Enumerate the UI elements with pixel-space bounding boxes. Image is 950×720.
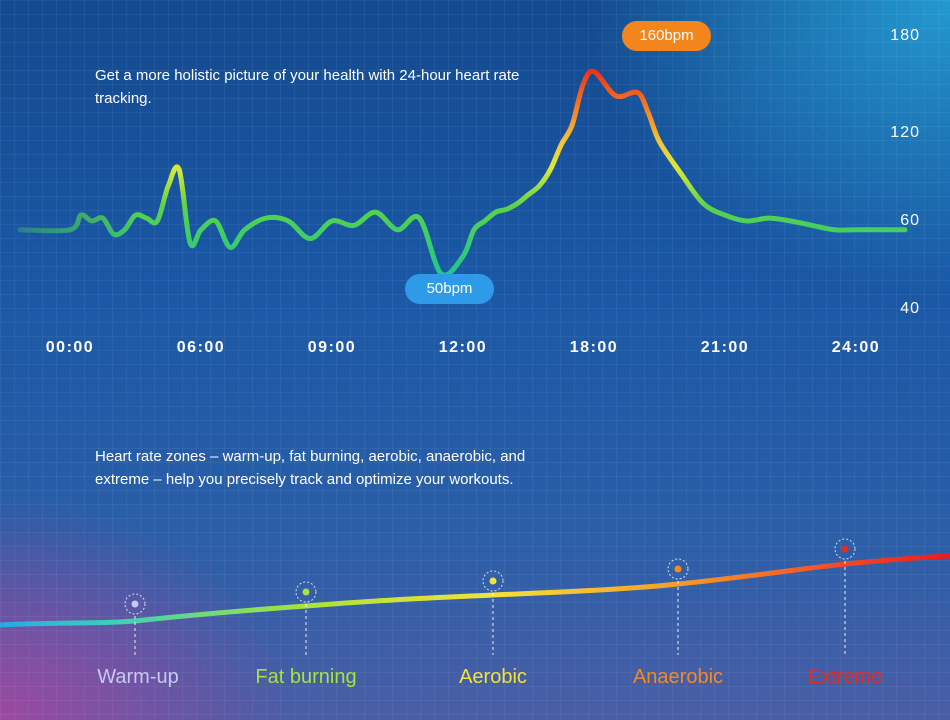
zones-text: Heart rate zones – warm-up, fat burning,… xyxy=(95,448,526,488)
zone-label-fat-burning: Fat burning xyxy=(255,666,357,688)
x-tick-label: 00:00 xyxy=(45,339,95,356)
x-tick-label: 21:00 xyxy=(700,339,750,356)
x-tick-label: 18:00 xyxy=(569,339,619,356)
zone-marker-ring-extreme xyxy=(834,538,856,560)
y-tick-label: 120 xyxy=(890,124,920,141)
heart-rate-series-line xyxy=(17,68,908,278)
zone-marker-ring-fat-burning xyxy=(295,581,317,603)
zone-label-extreme: Extreme xyxy=(807,666,883,688)
y-tick-label: 180 xyxy=(890,27,920,44)
zone-marker-ring-anaerobic xyxy=(667,558,689,580)
zone-marker-dot-aerobic xyxy=(489,577,497,585)
zone-marker-dot-extreme xyxy=(841,545,849,553)
zone-marker-ring-warm-up xyxy=(124,593,146,615)
zone-marker-dot-anaerobic xyxy=(674,565,682,573)
zone-curve xyxy=(0,553,950,628)
x-tick-label: 09:00 xyxy=(307,339,357,356)
zone-marker-ring-aerobic xyxy=(482,570,504,592)
heart-rate-chart xyxy=(17,68,908,278)
x-tick-label: 06:00 xyxy=(176,339,226,356)
x-tick-label: 24:00 xyxy=(831,339,881,356)
zone-marker-dot-fat-burning xyxy=(302,588,310,596)
y-tick-label: 60 xyxy=(900,212,920,229)
max-bpm-callout: 160bpm xyxy=(622,21,711,51)
zone-label-aerobic: Aerobic xyxy=(459,666,527,688)
y-tick-label: 40 xyxy=(900,300,920,317)
min-bpm-callout: 50bpm xyxy=(405,274,494,304)
intro-text: Get a more holistic picture of your heal… xyxy=(95,67,520,107)
x-tick-label: 12:00 xyxy=(438,339,488,356)
zone-label-warm-up: Warm-up xyxy=(97,666,179,688)
zone-marker-dot-warm-up xyxy=(131,600,139,608)
zone-label-anaerobic: Anaerobic xyxy=(632,666,724,688)
